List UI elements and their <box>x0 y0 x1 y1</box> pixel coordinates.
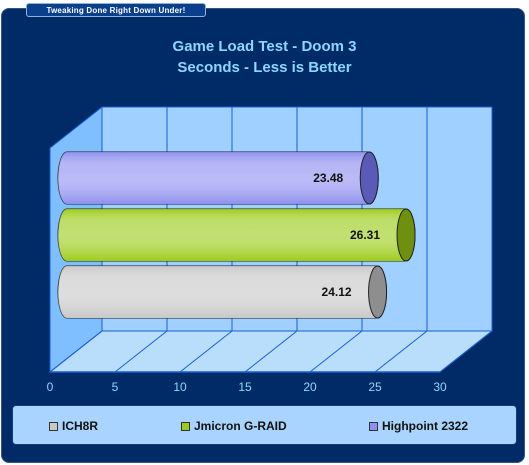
gridline-floor <box>49 330 103 373</box>
legend-label: ICH8R <box>62 419 99 433</box>
legend-item-jmicron: Jmicron G-RAID <box>181 419 287 433</box>
bar-value-label: 24.12 <box>322 285 352 299</box>
legend-label: Jmicron G-RAID <box>194 419 287 433</box>
gridline-floor <box>114 330 168 373</box>
bar-value-label: 23.48 <box>313 171 343 185</box>
x-tick-label: 20 <box>303 380 317 394</box>
x-tick-label: 25 <box>368 380 382 394</box>
bar-jmicron-g-raid: 26.31 <box>57 208 416 262</box>
legend-swatch <box>369 421 378 431</box>
bar-end-cap <box>396 208 416 262</box>
bar-highpoint-2322: 23.48 <box>57 151 379 205</box>
gridline-floor <box>244 330 298 373</box>
chart-legend: ICH8R Jmicron G-RAID Highpoint 2322 <box>12 405 517 445</box>
x-tick-label: 10 <box>173 380 187 394</box>
gridline-floor <box>439 330 493 373</box>
chart-title: Game Load Test - Doom 3 <box>172 38 357 55</box>
bar-value-label: 26.31 <box>350 228 380 242</box>
legend-label: Highpoint 2322 <box>382 419 469 433</box>
x-tick-label: 15 <box>238 380 252 394</box>
bar-end-cap <box>368 265 388 319</box>
site-banner: Tweaking Done Right Down Under! <box>26 3 206 17</box>
bar-shading <box>58 209 416 261</box>
bar-shading <box>58 152 379 204</box>
legend-swatch <box>181 421 190 431</box>
bar-end-cap <box>359 151 379 205</box>
gridline-floor <box>374 330 428 373</box>
legend-swatch <box>49 421 58 431</box>
gridline-floor <box>309 330 363 373</box>
legend-item-ich8r: ICH8R <box>49 419 98 433</box>
chart-subtitle: Seconds - Less is Better <box>177 59 352 76</box>
gridline-floor <box>179 330 233 373</box>
bar-ich8r: 24.12 <box>57 265 388 319</box>
bar-shading <box>58 266 387 318</box>
x-tick-label: 5 <box>112 380 119 394</box>
x-tick-label: 0 <box>47 380 54 394</box>
legend-item-highpoint: Highpoint 2322 <box>369 419 468 433</box>
x-tick-label: 30 <box>433 380 447 394</box>
